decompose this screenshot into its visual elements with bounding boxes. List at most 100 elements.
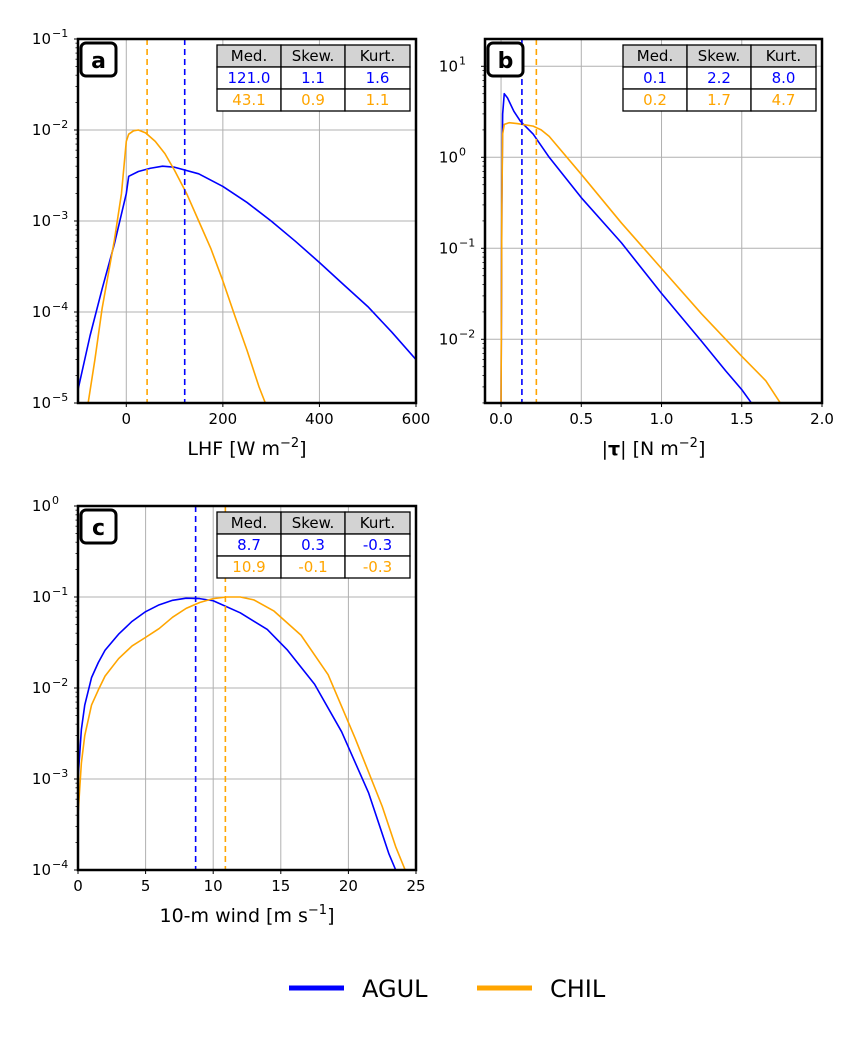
y-tick-exponent: −2 xyxy=(52,676,68,689)
legend-item-chil: CHIL xyxy=(477,975,606,1003)
y-tick-label: 10 xyxy=(32,770,51,788)
table-header-text: Kurt. xyxy=(360,47,395,65)
y-tick-exponent: −2 xyxy=(52,118,68,131)
table-header-text: Med. xyxy=(231,514,267,532)
x-tick-label: 200 xyxy=(209,410,238,428)
legend-label: AGUL xyxy=(362,975,428,1003)
series-line-agul xyxy=(78,165,416,390)
y-tick-exponent: −2 xyxy=(459,327,475,340)
y-tick-label: 10 xyxy=(32,30,51,48)
panel-label: b xyxy=(498,49,514,74)
y-tick-label: 10 xyxy=(439,57,458,75)
table-value-agul: 121.0 xyxy=(228,69,271,87)
table-value-agul: 0.3 xyxy=(301,536,325,554)
table-value-chil: 0.2 xyxy=(643,91,667,109)
x-tick-label: 0.0 xyxy=(489,410,513,428)
y-tick-label: 10 xyxy=(439,148,458,166)
y-tick-label: 10 xyxy=(32,497,51,515)
panel-label-box xyxy=(79,508,118,545)
table-header-text: Med. xyxy=(231,47,267,65)
table-value-agul: 2.2 xyxy=(707,69,731,87)
table-header-text: Skew. xyxy=(292,47,335,65)
series-line-chil xyxy=(500,121,781,403)
table-header-text: Kurt. xyxy=(360,514,395,532)
series-line-chil xyxy=(78,596,406,870)
table-header-text: Kurt. xyxy=(766,47,801,65)
x-tick-label: 10 xyxy=(204,877,223,895)
panel-label-box xyxy=(486,41,525,78)
x-tick-label: 1.5 xyxy=(730,410,754,428)
y-tick-label: 10 xyxy=(439,330,458,348)
y-tick-exponent: 0 xyxy=(459,145,466,158)
y-tick-exponent: −3 xyxy=(52,209,68,222)
table-value-chil: 43.1 xyxy=(232,91,265,109)
axes-frame xyxy=(483,37,824,405)
table-value-agul: 1.6 xyxy=(366,69,390,87)
x-axis-label: |τ| [N m−2] xyxy=(602,436,706,460)
x-tick-label: 400 xyxy=(305,410,334,428)
table-value-agul: -0.3 xyxy=(363,536,392,554)
y-tick-exponent: −1 xyxy=(459,236,475,249)
stats-table: Med. Skew. Kurt. 8.7 0.3 -0.3 10.9 -0.1 -0.3 xyxy=(216,511,411,579)
stats-table: Med. Skew. Kurt. 121.0 1.1 1.6 43.1 0.9 1.1 xyxy=(216,44,411,112)
series-line-chil xyxy=(87,129,267,403)
table-header-text: Skew. xyxy=(292,514,335,532)
table-value-agul: 0.1 xyxy=(643,69,667,87)
table-value-agul: 8.7 xyxy=(237,536,261,554)
y-tick-exponent: −1 xyxy=(52,585,68,598)
table-value-chil: 1.1 xyxy=(366,91,390,109)
table-cell xyxy=(750,88,817,112)
panel-label-box xyxy=(79,41,118,78)
series-line-agul xyxy=(78,597,397,870)
table-value-chil: 1.7 xyxy=(707,91,731,109)
legend-item-agul: AGUL xyxy=(289,975,428,1003)
table-cell xyxy=(344,88,411,112)
x-tick-label: 5 xyxy=(141,877,151,895)
x-axis-label: LHF [W m−2] xyxy=(187,436,306,460)
table-cell xyxy=(344,555,411,579)
table-value-chil: -0.3 xyxy=(363,558,392,576)
table-value-chil: 0.9 xyxy=(301,91,325,109)
stats-table: Med. Skew. Kurt. 0.1 2.2 8.0 0.2 1.7 4.7 xyxy=(622,44,817,112)
table-value-chil: -0.1 xyxy=(298,558,327,576)
y-tick-label: 10 xyxy=(32,212,51,230)
table-value-chil: 4.7 xyxy=(772,91,796,109)
y-tick-label: 10 xyxy=(32,861,51,879)
y-tick-exponent: −4 xyxy=(52,300,68,313)
x-tick-label: 0 xyxy=(122,410,132,428)
plot-area xyxy=(500,39,781,403)
y-tick-label: 10 xyxy=(32,679,51,697)
table-value-chil: 10.9 xyxy=(232,558,265,576)
series-line-agul xyxy=(500,92,753,403)
panel-label: c xyxy=(92,516,105,541)
panel-label: a xyxy=(91,49,106,74)
y-tick-exponent: −5 xyxy=(52,391,68,404)
x-tick-label: 15 xyxy=(271,877,290,895)
y-tick-exponent: −3 xyxy=(52,767,68,780)
x-tick-label: 1.0 xyxy=(650,410,674,428)
y-tick-label: 10 xyxy=(439,239,458,257)
y-tick-exponent: 1 xyxy=(459,54,466,67)
table-header-text: Skew. xyxy=(698,47,741,65)
x-tick-label: 2.0 xyxy=(810,410,834,428)
y-tick-exponent: 0 xyxy=(52,494,59,507)
y-tick-exponent: −4 xyxy=(52,858,68,871)
x-tick-label: 25 xyxy=(406,877,425,895)
x-axis-label: 10-m wind [m s−1] xyxy=(160,903,335,927)
y-tick-exponent: −1 xyxy=(52,27,68,40)
y-tick-label: 10 xyxy=(32,121,51,139)
x-tick-label: 0.5 xyxy=(569,410,593,428)
y-tick-label: 10 xyxy=(32,394,51,412)
plot-area xyxy=(78,39,416,403)
legend: AGUL CHIL xyxy=(289,975,606,1003)
table-value-agul: 1.1 xyxy=(301,69,325,87)
table-header-text: Med. xyxy=(637,47,673,65)
x-tick-label: 600 xyxy=(402,410,431,428)
x-tick-label: 20 xyxy=(339,877,358,895)
y-tick-label: 10 xyxy=(32,303,51,321)
legend-label: CHIL xyxy=(550,975,606,1003)
